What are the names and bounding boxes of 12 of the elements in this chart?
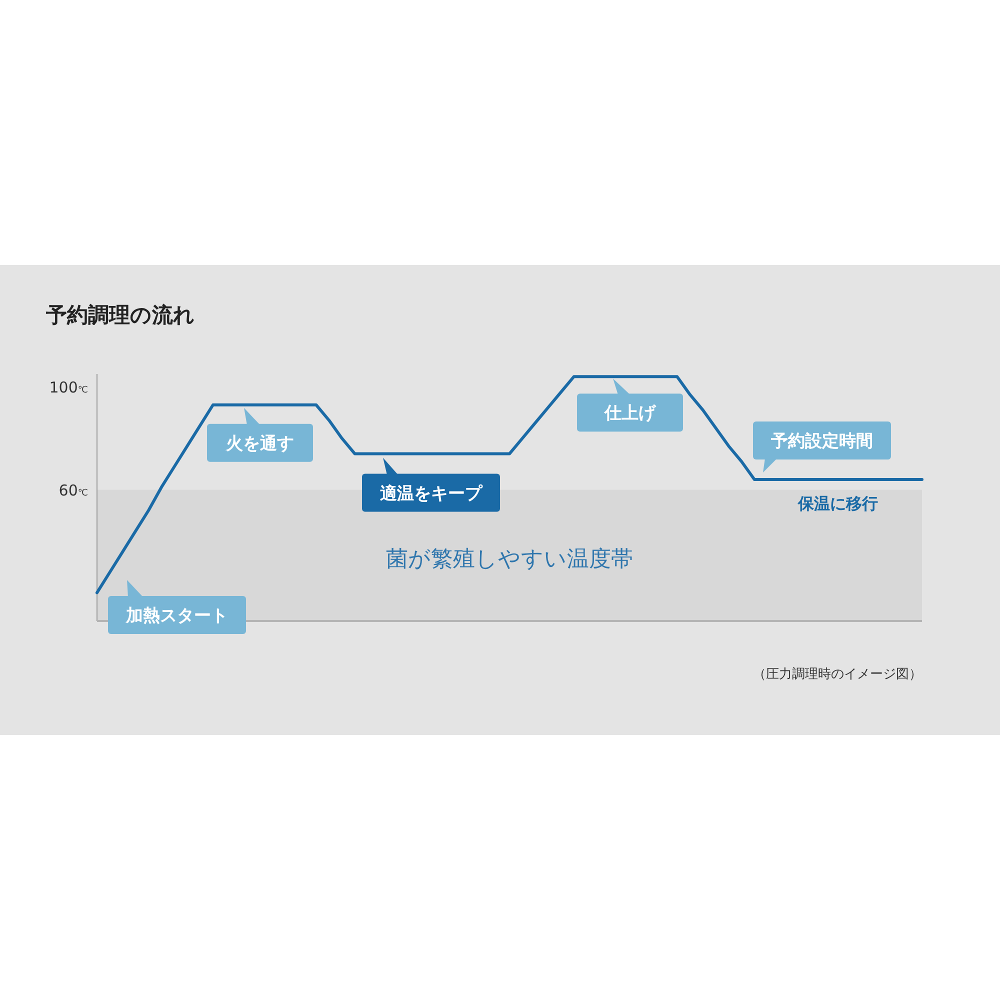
annotation: 火を通す — [226, 434, 294, 454]
y-tick-label: 100℃ — [49, 378, 88, 396]
annotation: 適温をキープ — [380, 484, 483, 504]
band-label: 菌が繁殖しやすい温度帯 — [386, 546, 633, 572]
text: （圧力調理時のイメージ図） — [753, 667, 922, 682]
line-series — [96, 375, 924, 594]
annotation: 加熱スタート — [125, 606, 228, 626]
annotation: 予約設定時間 — [770, 431, 873, 452]
y-tick-label: 60℃ — [58, 481, 88, 500]
chart-title: 予約調理の流れ — [45, 303, 195, 327]
annotation: 仕上げ — [604, 404, 656, 424]
annotation: 保温に移行 — [797, 494, 878, 513]
